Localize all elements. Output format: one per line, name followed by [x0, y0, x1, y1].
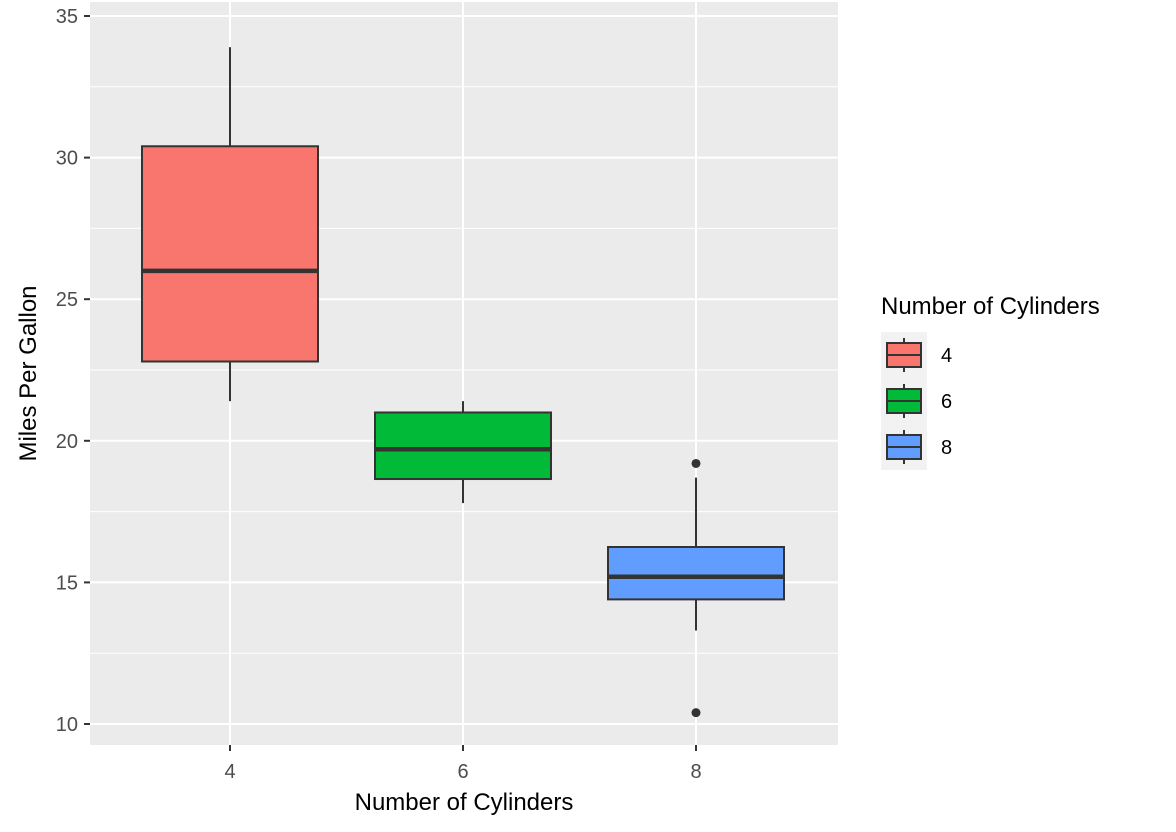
y-tick-label: 20: [56, 431, 78, 453]
x-axis-title: Number of Cylinders: [355, 789, 574, 816]
legend-label: 4: [941, 345, 952, 367]
y-tick-label: 35: [56, 6, 78, 28]
x-tick-label: 8: [690, 761, 701, 783]
x-tick-label: 4: [224, 761, 235, 783]
box-4: [141, 47, 319, 402]
box-layer: [141, 47, 785, 718]
box-6: [374, 401, 552, 504]
legend-item-6: 6: [886, 384, 952, 418]
y-axis-title: Miles Per Gallon: [15, 285, 42, 461]
box-body: [141, 145, 319, 363]
y-tick-label: 25: [56, 289, 78, 311]
box-8: [607, 458, 785, 718]
y-tick-label: 15: [56, 572, 78, 594]
legend: Number of Cylinders 4 6 8: [881, 293, 1100, 470]
outlier-point: [691, 708, 701, 718]
y-tick-label: 10: [56, 714, 78, 736]
legend-label: 6: [941, 391, 952, 413]
x-tick-label: 6: [457, 761, 468, 783]
legend-label: 8: [941, 437, 952, 459]
legend-title: Number of Cylinders: [881, 293, 1100, 320]
y-tick-label: 30: [56, 148, 78, 170]
outlier-point: [691, 458, 701, 468]
box-body: [374, 411, 552, 481]
y-axis: 10 15 20 25 30 35: [56, 6, 90, 736]
box-body: [607, 546, 785, 601]
x-axis: 4 6 8: [224, 745, 702, 783]
legend-item-8: 8: [886, 430, 952, 464]
legend-item-4: 4: [886, 338, 952, 372]
